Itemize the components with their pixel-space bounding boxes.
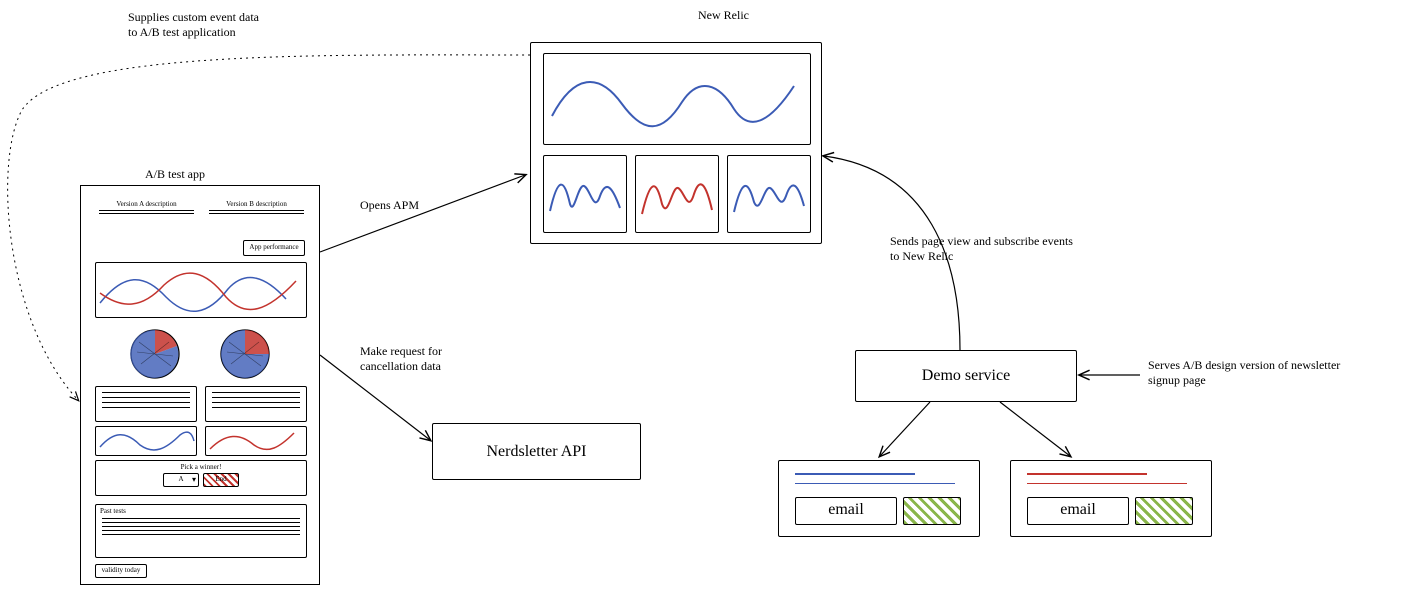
edge-opens-apm — [320, 175, 525, 252]
arrows-layer — [0, 0, 1410, 600]
edge-demo-to-b — [1000, 402, 1070, 456]
edge-make-request — [320, 355, 430, 440]
edge-demo-to-a — [880, 402, 930, 456]
edge-sends-events — [824, 156, 960, 350]
edge-supplies — [8, 55, 530, 400]
